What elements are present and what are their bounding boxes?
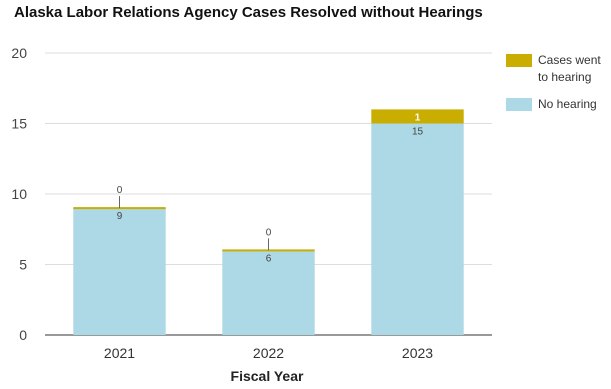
y-tick-label: 15 [11, 116, 27, 132]
y-axis-ticks: 0 5 10 15 20 [11, 45, 27, 343]
data-label-hearing: 1 [415, 112, 421, 123]
data-label-hearing: 0 [117, 185, 123, 196]
legend-item: Cases went to hearing [506, 52, 610, 86]
bar-hearing [371, 109, 464, 124]
y-tick-label: 5 [19, 257, 27, 273]
legend-label: No hearing [538, 97, 597, 111]
data-label-hearing: 0 [266, 227, 272, 238]
data-label-no-hearing: 15 [412, 127, 424, 138]
legend: Cases went to hearing No hearing [506, 52, 610, 123]
y-tick-label: 20 [11, 45, 27, 61]
bar-no-hearing [73, 208, 166, 335]
x-tick-label: 2022 [253, 345, 284, 361]
bar-no-hearing [371, 123, 464, 335]
bar-no-hearing [222, 250, 315, 335]
data-label-no-hearing: 9 [117, 211, 123, 222]
bars: 9 0 6 0 15 1 [73, 109, 464, 335]
chart-title: Alaska Labor Relations Agency Cases Reso… [14, 4, 483, 21]
y-tick-label: 0 [19, 327, 27, 343]
x-tick-label: 2023 [402, 345, 433, 361]
legend-swatch [506, 54, 532, 67]
data-label-no-hearing: 6 [266, 253, 272, 264]
y-tick-label: 10 [11, 186, 27, 202]
legend-item: No hearing [506, 96, 610, 113]
x-tick-label: 2021 [104, 345, 135, 361]
legend-swatch [506, 98, 532, 111]
x-axis-ticks: 2021 2022 2023 [104, 345, 433, 361]
legend-label: Cases went to hearing [538, 53, 601, 84]
x-axis-label: Fiscal Year [230, 368, 304, 384]
